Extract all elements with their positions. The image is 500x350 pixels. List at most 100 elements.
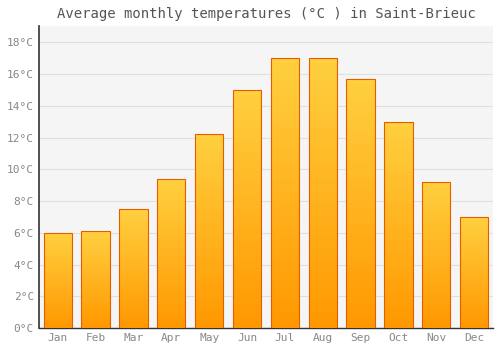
Bar: [195, 161, 224, 165]
Bar: [82, 231, 110, 233]
Bar: [422, 246, 450, 249]
Bar: [384, 212, 412, 217]
Bar: [233, 156, 261, 161]
Bar: [195, 193, 224, 196]
Bar: [384, 138, 412, 142]
Bar: [384, 291, 412, 295]
Bar: [460, 232, 488, 235]
Bar: [157, 241, 186, 245]
Bar: [346, 128, 375, 134]
Bar: [384, 279, 412, 283]
Bar: [270, 269, 299, 274]
Bar: [384, 287, 412, 291]
Bar: [308, 182, 337, 188]
Bar: [82, 299, 110, 301]
Bar: [270, 247, 299, 253]
Bar: [308, 177, 337, 182]
Bar: [270, 85, 299, 90]
Bar: [233, 166, 261, 171]
Bar: [44, 254, 72, 256]
Bar: [44, 239, 72, 240]
Bar: [157, 284, 186, 286]
Bar: [384, 221, 412, 225]
Bar: [270, 182, 299, 188]
Bar: [195, 158, 224, 161]
Bar: [119, 297, 148, 300]
Bar: [119, 209, 148, 328]
Bar: [195, 309, 224, 313]
Bar: [82, 233, 110, 235]
Bar: [346, 194, 375, 198]
Bar: [157, 209, 186, 212]
Bar: [82, 266, 110, 268]
Bar: [44, 290, 72, 292]
Bar: [422, 270, 450, 273]
Bar: [44, 240, 72, 243]
Bar: [82, 247, 110, 249]
Bar: [270, 296, 299, 301]
Bar: [384, 237, 412, 241]
Bar: [82, 315, 110, 316]
Bar: [233, 176, 261, 180]
Bar: [44, 271, 72, 273]
Bar: [195, 173, 224, 177]
Bar: [384, 270, 412, 274]
Bar: [384, 204, 412, 208]
Bar: [460, 313, 488, 315]
Bar: [233, 271, 261, 276]
Bar: [157, 179, 186, 182]
Bar: [384, 316, 412, 320]
Bar: [233, 171, 261, 176]
Bar: [119, 307, 148, 309]
Bar: [346, 303, 375, 308]
Bar: [195, 297, 224, 301]
Bar: [384, 121, 412, 126]
Bar: [308, 280, 337, 285]
Bar: [157, 325, 186, 328]
Bar: [460, 301, 488, 304]
Bar: [422, 240, 450, 243]
Bar: [460, 319, 488, 322]
Bar: [233, 266, 261, 271]
Bar: [44, 258, 72, 260]
Bar: [119, 230, 148, 233]
Bar: [44, 292, 72, 294]
Bar: [384, 134, 412, 138]
Bar: [119, 295, 148, 297]
Bar: [119, 264, 148, 266]
Bar: [308, 204, 337, 209]
Bar: [157, 206, 186, 209]
Bar: [157, 188, 186, 191]
Bar: [44, 324, 72, 326]
Bar: [157, 304, 186, 307]
Bar: [82, 295, 110, 297]
Bar: [308, 215, 337, 220]
Bar: [384, 121, 412, 328]
Bar: [460, 306, 488, 308]
Bar: [44, 237, 72, 239]
Bar: [308, 128, 337, 134]
Bar: [44, 305, 72, 307]
Bar: [270, 128, 299, 134]
Bar: [157, 179, 186, 328]
Bar: [233, 118, 261, 123]
Bar: [119, 238, 148, 240]
Bar: [270, 285, 299, 290]
Bar: [195, 270, 224, 274]
Bar: [233, 247, 261, 252]
Bar: [44, 294, 72, 296]
Bar: [233, 195, 261, 200]
Bar: [346, 209, 375, 214]
Bar: [44, 235, 72, 237]
Bar: [384, 225, 412, 229]
Bar: [233, 314, 261, 318]
Bar: [233, 94, 261, 99]
Bar: [119, 285, 148, 288]
Bar: [422, 314, 450, 316]
Bar: [233, 257, 261, 261]
Bar: [346, 298, 375, 303]
Bar: [460, 270, 488, 273]
Bar: [195, 305, 224, 309]
Bar: [195, 235, 224, 239]
Bar: [157, 194, 186, 197]
